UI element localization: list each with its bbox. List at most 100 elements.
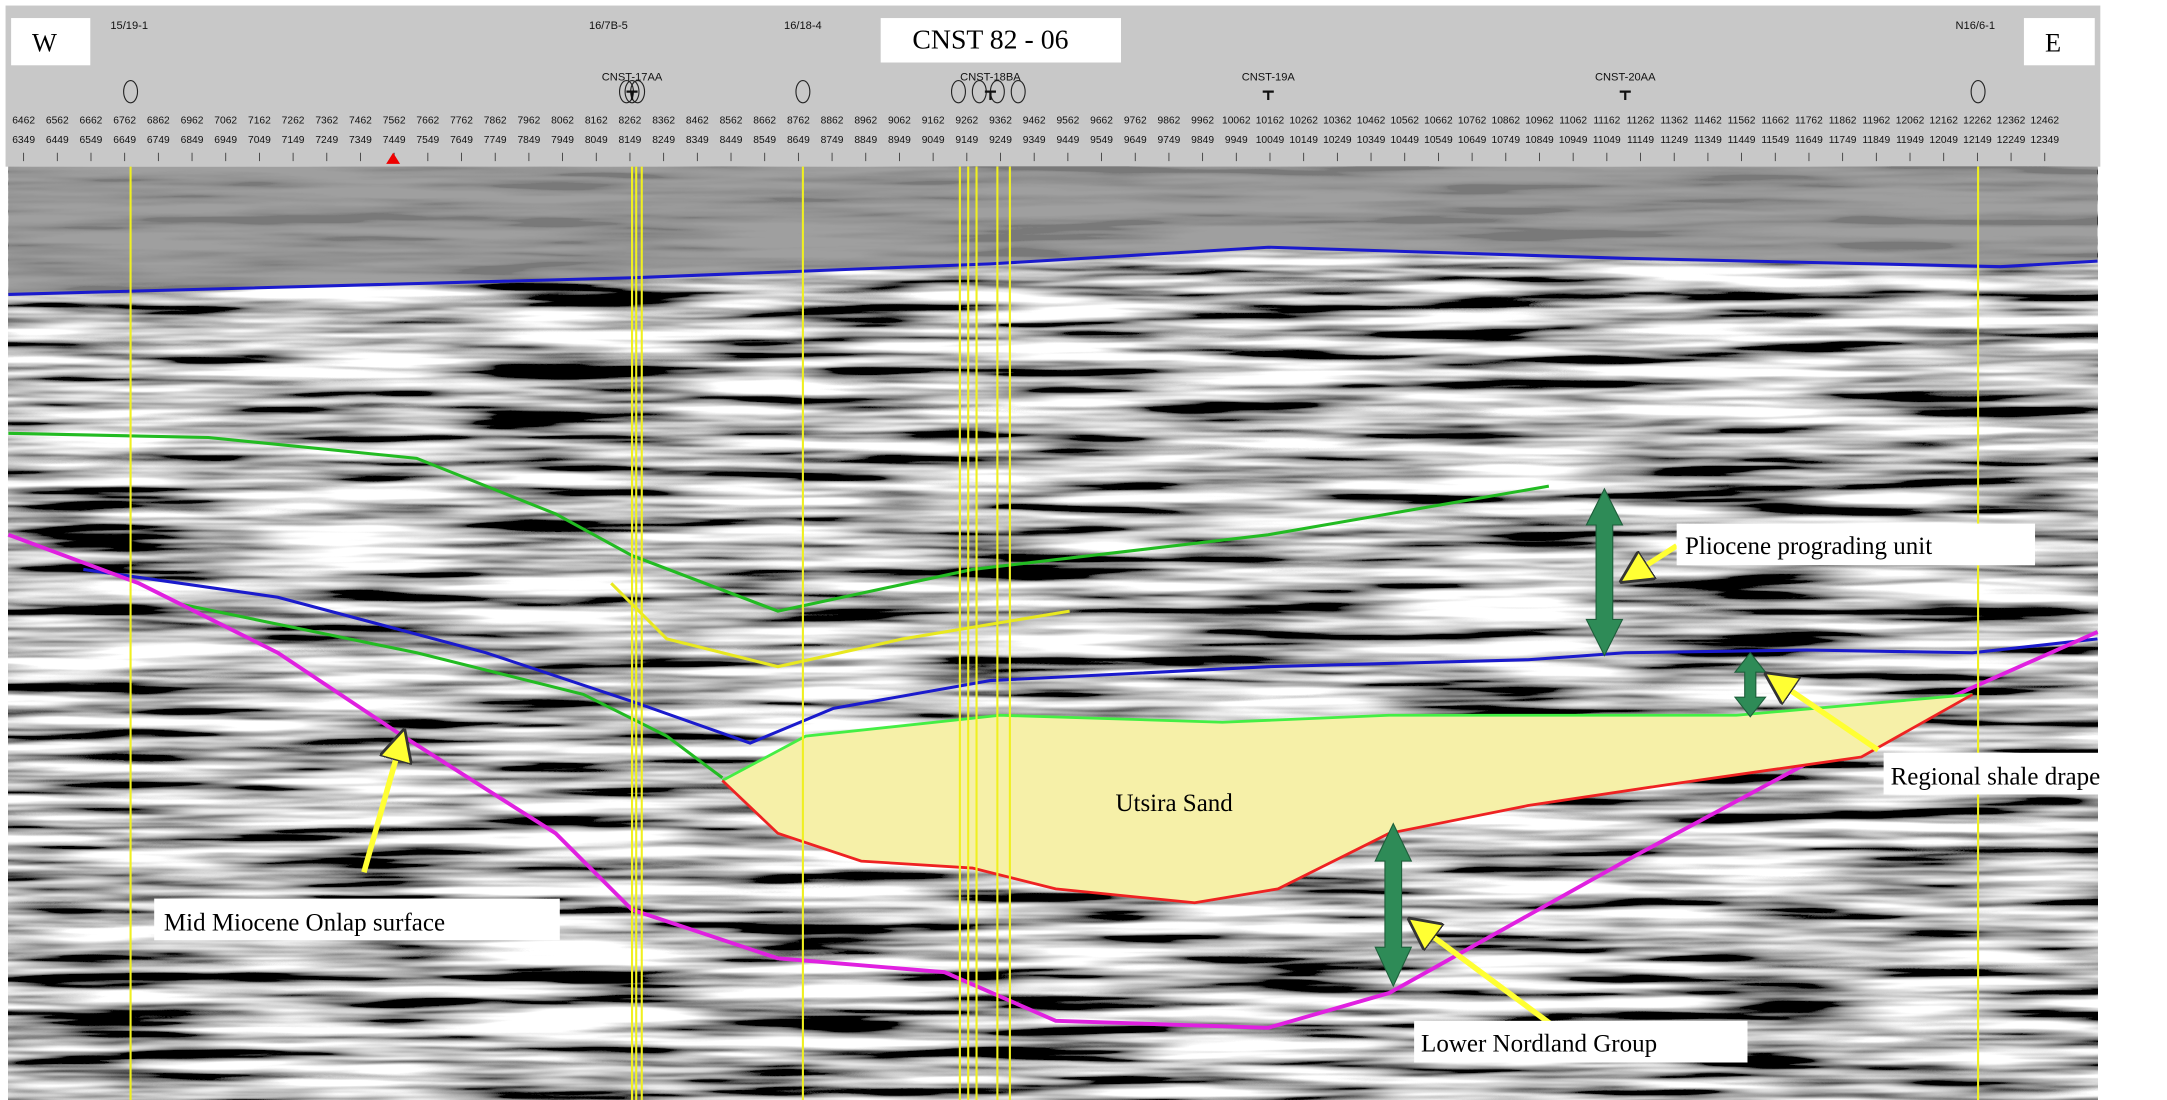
title-box	[880, 18, 1122, 63]
trace-upper-label: 12262	[1963, 116, 1992, 127]
utsira-sand-body	[722, 694, 1973, 903]
trace-lower-label: 10549	[1424, 135, 1453, 146]
trace-lower-label: 10349	[1357, 135, 1386, 146]
trace-upper-label: 10562	[1390, 116, 1419, 127]
trace-lower-label: 11149	[1627, 135, 1654, 146]
shotpoint-marker	[386, 152, 401, 164]
trace-lower-label: 9149	[955, 135, 978, 146]
well-tee	[1262, 90, 1274, 100]
trace-lower-label: 8249	[652, 135, 675, 146]
label-box	[1676, 523, 2036, 566]
seismic-section	[8, 166, 2098, 1100]
trace-lower-label: 7649	[450, 135, 473, 146]
trace-lower-label: 10649	[1458, 135, 1487, 146]
trace-lower-label: 8549	[753, 135, 776, 146]
trace-lower-label: 7549	[416, 135, 439, 146]
trace-lower-label: 12349	[2030, 135, 2059, 146]
utsira-top	[721, 693, 1973, 782]
trace-lower-label: 7449	[383, 135, 406, 146]
trace-upper-label: 10862	[1492, 116, 1521, 127]
labels: CNST 82 - 06 W E Pliocene prograding uni…	[11, 18, 2167, 1063]
trace-upper-label: 11262	[1627, 116, 1655, 127]
trace-upper-label: 9862	[1158, 116, 1181, 127]
cnst-well-label: CNST-20AA	[1595, 72, 1656, 84]
trace-lower-label: 12249	[1997, 135, 2026, 146]
trace-upper-label: 9362	[989, 116, 1012, 127]
utsira-base	[721, 693, 1974, 905]
trace-upper-label: 7662	[416, 116, 439, 127]
trace-lower-label: 6649	[113, 135, 136, 146]
trace-upper-label: 9562	[1056, 116, 1079, 127]
trace-upper-label: 11362	[1660, 116, 1688, 127]
water-column	[8, 166, 2098, 295]
trace-upper-label: 8462	[686, 116, 709, 127]
trace-upper-label: 9262	[955, 116, 978, 127]
trace-lower-label: 11249	[1660, 135, 1688, 146]
trace-upper-label: 10062	[1222, 116, 1251, 127]
trace-lower-label: 9749	[1158, 135, 1181, 146]
trace-lower-label: 11649	[1795, 135, 1823, 146]
trace-upper-label: 11462	[1694, 116, 1722, 127]
label-box	[154, 898, 560, 941]
trace-upper-label: 6462	[12, 116, 35, 127]
label-box	[1883, 752, 2167, 795]
east-box	[2023, 18, 2095, 66]
trace-upper-label: 6762	[113, 116, 136, 127]
well-symbol	[795, 79, 811, 104]
trace-upper-label: 11862	[1829, 116, 1857, 127]
trace-upper-label: 7562	[383, 116, 406, 127]
trace-lower-label: 8949	[888, 135, 911, 146]
trace-upper-label: 8062	[551, 116, 574, 127]
pointer-arrow	[1421, 928, 1558, 1031]
trace-lower-label: 6749	[147, 135, 170, 146]
trace-upper-label: 10762	[1458, 116, 1487, 127]
west-label: W	[32, 27, 57, 57]
trace-upper-label: 8862	[821, 116, 844, 127]
well-symbol	[1970, 79, 1986, 104]
trace-upper-label: 7062	[214, 116, 237, 127]
trace-upper-label: 10462	[1357, 116, 1386, 127]
lower-green-horizon	[180, 602, 724, 779]
lower-blue-horizon	[83, 567, 2098, 745]
trace-lower-label: 9549	[1090, 135, 1113, 146]
trace-lower-label: 7849	[517, 135, 540, 146]
trace-lower-label: 10949	[1559, 135, 1588, 146]
well-tee	[984, 90, 996, 100]
trace-lower-label: 6349	[12, 135, 35, 146]
trace-lower-label: 6849	[181, 135, 204, 146]
east-label: E	[2045, 27, 2061, 57]
trace-upper-label: 12162	[1929, 116, 1958, 127]
annotation: Regional shale drape	[1891, 764, 2101, 791]
trace-lower-label: 8349	[686, 135, 709, 146]
trace-lower-label: 7249	[315, 135, 338, 146]
double-arrow	[1585, 487, 1624, 657]
trace-upper-label: 6962	[181, 116, 204, 127]
trace-upper-label: 7962	[517, 116, 540, 127]
well-symbol	[624, 79, 640, 104]
trace-lower-label: 10449	[1390, 135, 1419, 146]
trace-upper-label: 9162	[922, 116, 945, 127]
trace-upper-label: 7262	[282, 116, 305, 127]
trace-lower-label: 11749	[1829, 135, 1857, 146]
west-box	[11, 18, 91, 66]
trace-upper-label: 8762	[787, 116, 810, 127]
well-tee	[1619, 90, 1631, 100]
well-symbol	[1010, 79, 1026, 104]
trace-lower-label: 7949	[551, 135, 574, 146]
trace-lower-label: 10849	[1525, 135, 1554, 146]
trace-upper-label: 7762	[450, 116, 473, 127]
trace-upper-label: 8662	[753, 116, 776, 127]
trace-lower-label: 8649	[787, 135, 810, 146]
annotation: Utsira Sand	[1115, 790, 1233, 817]
onlap-horizon	[7, 532, 2099, 1030]
well-lines	[129, 166, 1980, 1100]
trace-upper-label: 7862	[484, 116, 507, 127]
trace-upper-label: 11662	[1761, 116, 1789, 127]
thickness-arrows	[1374, 487, 1767, 988]
cnst-well-label: CNST-19A	[1242, 72, 1296, 84]
trace-upper-label: 10362	[1323, 116, 1352, 127]
well-symbol	[123, 79, 139, 104]
trace-upper-label: 12362	[1997, 116, 2026, 127]
well-label: 16/7B-5	[589, 20, 628, 32]
